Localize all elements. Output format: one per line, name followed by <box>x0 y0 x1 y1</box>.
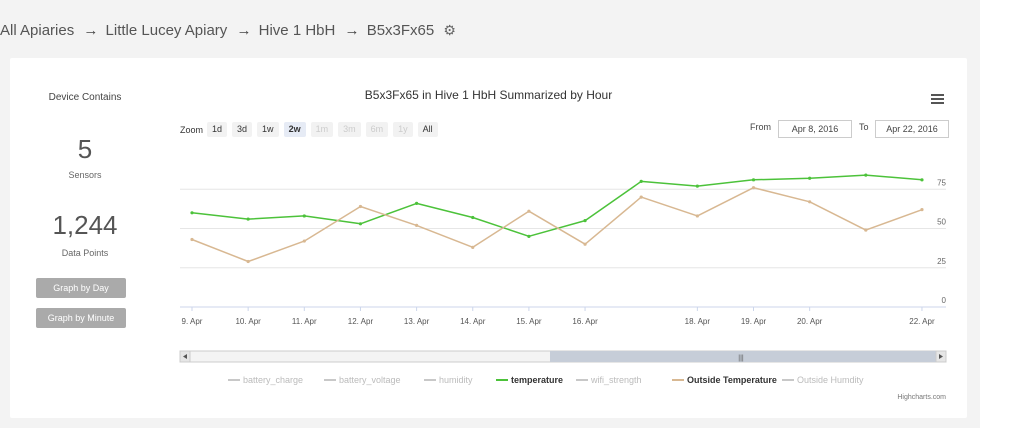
data-point[interactable] <box>639 195 643 199</box>
x-tick-label: 15. Apr <box>516 317 542 326</box>
data-point[interactable] <box>302 239 306 243</box>
scroll-right-icon <box>939 354 943 359</box>
data-point[interactable] <box>246 217 250 221</box>
x-tick-label: 12. Apr <box>348 317 374 326</box>
x-tick-label: 13. Apr <box>404 317 430 326</box>
zoom-1w-button[interactable]: 1w <box>257 122 279 137</box>
highcharts-credits[interactable]: Highcharts.com <box>897 394 946 401</box>
data-point[interactable] <box>751 178 756 182</box>
sensors-count: 5 <box>77 134 93 164</box>
device-contains-heading: Device Contains <box>48 92 122 103</box>
zoom-2w-button[interactable]: 2w <box>283 122 306 137</box>
from-date-input[interactable]: Apr 8, 2016 <box>778 120 852 138</box>
legend-item-outside-humdity[interactable]: Outside Humdity <box>797 375 864 385</box>
x-tick-label: 9. Apr <box>182 317 203 326</box>
breadcrumb-separator: → <box>344 22 360 39</box>
scrollbar-grip-icon: ||| <box>738 355 744 362</box>
to-label: To <box>859 122 869 132</box>
legend-item-temperature[interactable]: temperature <box>511 375 563 385</box>
data-point[interactable] <box>415 201 419 205</box>
zoom-1y-button: 1y <box>393 122 413 137</box>
x-tick-label: 16. Apr <box>572 317 598 326</box>
legend-item-wifi-strength[interactable]: wifi_strength <box>590 375 642 385</box>
zoom-label: Zoom <box>180 124 204 135</box>
zoom-3m-button: 3m <box>338 122 361 137</box>
x-tick-label: 20. Apr <box>797 317 823 326</box>
data-point[interactable] <box>358 204 363 209</box>
data-point[interactable] <box>358 222 363 226</box>
legend-item-humidity[interactable]: humidity <box>439 375 473 385</box>
right-strip <box>980 0 1024 428</box>
legend-item-outside-temperature[interactable]: Outside Temperature <box>687 375 777 385</box>
x-tick-label: 18. Apr <box>685 317 711 326</box>
data-point[interactable] <box>190 237 194 242</box>
breadcrumb-device: B5x3Fx65 <box>366 22 435 39</box>
series-line-outside-temperature[interactable] <box>191 186 923 263</box>
chart-title: B5x3Fx65 in Hive 1 HbH Summarized by Hou… <box>364 88 613 102</box>
y-tick-label: 50 <box>937 218 946 227</box>
breadcrumb-hive[interactable]: Hive 1 HbH <box>258 22 336 39</box>
zoom-bar: Zoom 1d 3d 1w 2w 1m 3m 6m 1y All <box>180 122 443 137</box>
data-point[interactable] <box>695 214 699 218</box>
to-date-input[interactable]: Apr 22, 2016 <box>875 120 949 138</box>
x-tick-label: 14. Apr <box>460 317 486 326</box>
data-points-label: Data Points <box>61 248 109 258</box>
graph-by-minute-button[interactable]: Graph by Minute <box>36 308 126 328</box>
data-point[interactable] <box>695 184 699 188</box>
data-point[interactable] <box>471 245 475 249</box>
gear-icon[interactable]: ⚙ <box>443 22 456 38</box>
data-point[interactable] <box>527 209 531 213</box>
data-point[interactable] <box>583 219 587 223</box>
legend-item-battery-charge[interactable]: battery_charge <box>243 375 303 385</box>
device-summary: Device Contains 5 Sensors 1,244 Data Poi… <box>10 58 160 418</box>
zoom-6m-button: 6m <box>365 122 389 137</box>
graph-by-day-button[interactable]: Graph by Day <box>36 278 126 298</box>
data-point[interactable] <box>864 228 868 232</box>
breadcrumb: All Apiaries → Little Lucey Apiary → Hiv… <box>0 22 458 39</box>
navigator[interactable]: ||| <box>179 350 947 363</box>
sensors-label: Sensors <box>68 170 102 180</box>
y-tick-label: 25 <box>937 257 946 266</box>
data-point[interactable] <box>415 223 419 227</box>
breadcrumb-all-apiaries[interactable]: All Apiaries <box>0 22 75 39</box>
chart-svg: 0 25 50 75 9. Apr 10. Apr 11. Apr 12. Apr 13. A… <box>179 173 947 401</box>
data-point[interactable] <box>751 186 756 190</box>
zoom-1m-button: 1m <box>310 122 334 137</box>
data-point[interactable] <box>808 176 812 180</box>
scrollbar-thumb[interactable] <box>550 351 936 362</box>
breadcrumb-separator: → <box>83 22 99 39</box>
x-tick-label: 10. Apr <box>235 317 261 326</box>
data-point[interactable] <box>920 208 924 212</box>
data-point[interactable] <box>583 242 587 246</box>
zoom-all-button[interactable]: All <box>417 122 438 137</box>
breadcrumb-separator: → <box>236 22 252 39</box>
zoom-1d-button[interactable]: 1d <box>207 122 228 137</box>
x-tick-label: 22. Apr <box>909 317 935 326</box>
breadcrumb-apiary[interactable]: Little Lucey Apiary <box>105 22 228 39</box>
from-label: From <box>750 122 771 132</box>
data-point[interactable] <box>920 178 924 182</box>
chart-menu-icon[interactable] <box>931 94 944 104</box>
scroll-left-icon <box>183 354 187 359</box>
legend-item-battery-voltage[interactable]: battery_voltage <box>339 375 401 385</box>
y-tick-label: 0 <box>942 296 947 305</box>
data-point[interactable] <box>302 214 306 218</box>
data-point[interactable] <box>471 215 475 220</box>
y-tick-label: 75 <box>937 178 946 187</box>
device-card: Device Contains 5 Sensors 1,244 Data Poi… <box>10 58 967 418</box>
data-point[interactable] <box>246 259 250 264</box>
data-point[interactable] <box>864 173 868 177</box>
data-point[interactable] <box>808 200 812 204</box>
x-tick-label: 19. Apr <box>741 317 767 326</box>
data-point[interactable] <box>527 234 531 238</box>
data-points-count: 1,244 <box>52 210 118 240</box>
zoom-3d-button[interactable]: 3d <box>232 122 253 137</box>
x-tick-label: 11. Apr <box>292 317 317 326</box>
data-point[interactable] <box>639 179 643 183</box>
data-point[interactable] <box>190 211 194 215</box>
